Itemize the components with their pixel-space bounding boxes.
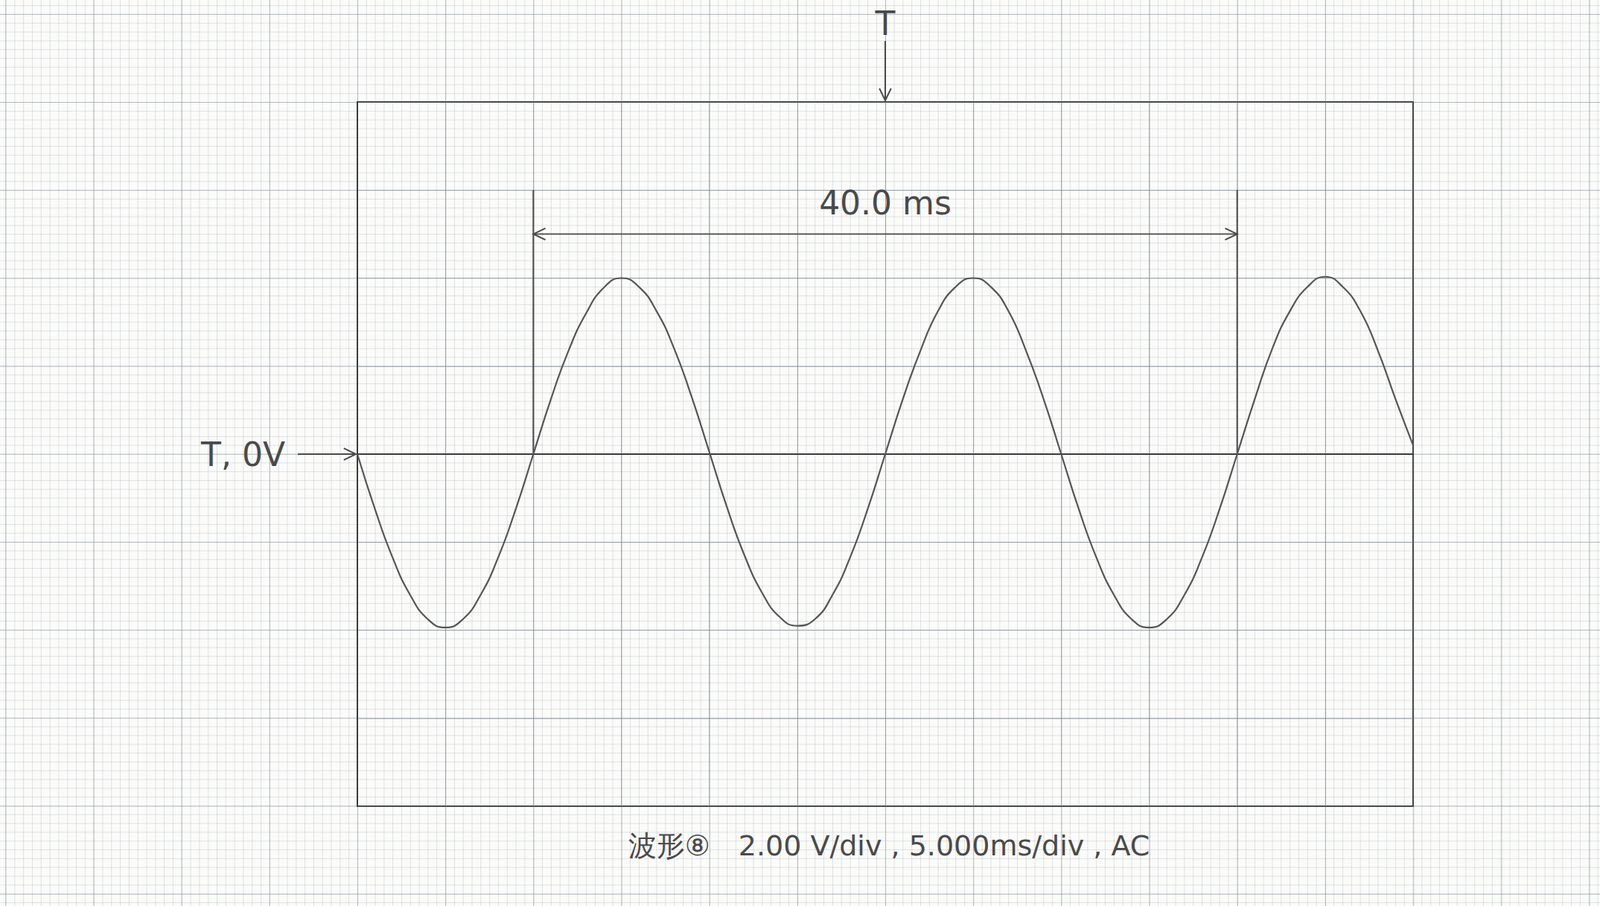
svg-text:T, 0V: T, 0V (200, 435, 286, 474)
svg-text:T: T (874, 4, 896, 43)
svg-text:波形⑧ 2.00 V/div , 5.000ms/div ,: 波形⑧ 2.00 V/div , 5.000ms/div , AC (628, 829, 1151, 863)
svg-text:40.0 ms: 40.0 ms (818, 183, 952, 222)
